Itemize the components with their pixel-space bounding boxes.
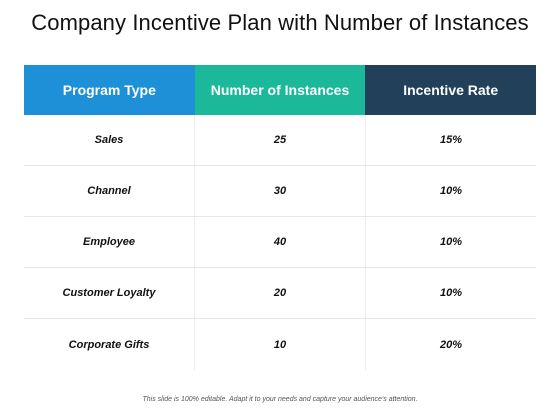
table-row: Employee 40 10% <box>24 217 536 268</box>
table-header-row: Program Type Number of Instances Incenti… <box>24 65 537 115</box>
header-number-of-instances: Number of Instances <box>194 65 366 115</box>
table-row: Corporate Gifts 10 20% <box>24 319 536 370</box>
cell-rate: 10% <box>365 268 536 318</box>
page-title: Company Incentive Plan with Number of In… <box>31 10 529 35</box>
table-row: Customer Loyalty 20 10% <box>24 268 536 319</box>
cell-instances: 10 <box>194 319 365 370</box>
cell-program: Channel <box>87 185 131 197</box>
header-incentive-rate: Incentive Rate <box>365 65 537 115</box>
cell-program: Employee <box>83 236 135 248</box>
table-row: Sales 25 15% <box>24 115 536 166</box>
cell-rate: 10% <box>365 166 536 216</box>
table-row: Channel 30 10% <box>24 166 536 217</box>
header-program-type: Program Type <box>24 65 195 115</box>
cell-instances: 30 <box>194 166 365 216</box>
cell-rate: 10% <box>365 217 536 267</box>
cell-rate: 15% <box>365 115 536 165</box>
incentive-table: Program Type Number of Instances Incenti… <box>24 65 537 370</box>
cell-program: Customer Loyalty <box>62 287 156 299</box>
cell-rate: 20% <box>365 319 536 370</box>
footer-note: This slide is 100% editable. Adapt it to… <box>142 396 418 403</box>
cell-program: Corporate Gifts <box>68 338 150 351</box>
cell-program: Sales <box>94 134 124 146</box>
cell-instances: 20 <box>194 268 365 318</box>
cell-instances: 40 <box>194 217 365 267</box>
cell-instances: 25 <box>194 115 365 165</box>
